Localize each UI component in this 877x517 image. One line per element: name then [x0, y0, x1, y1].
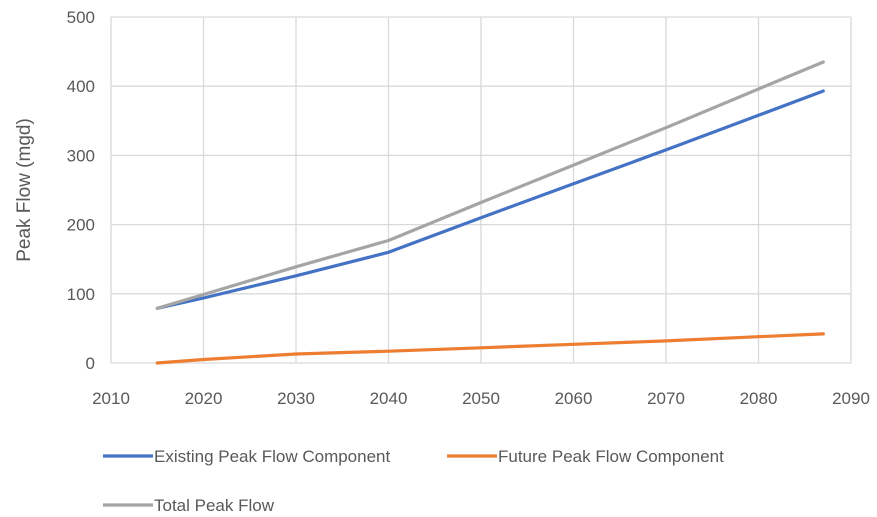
legend: Existing Peak Flow Component Future Peak … — [103, 447, 724, 515]
y-tick-label: 100 — [67, 285, 95, 304]
y-tick-label: 300 — [67, 146, 95, 165]
y-tick-label: 0 — [86, 354, 95, 373]
series-line-1 — [155, 89, 825, 310]
legend-label: Future Peak Flow Component — [498, 447, 724, 466]
series-line-3 — [155, 60, 825, 310]
x-tick-label: 2060 — [555, 389, 593, 408]
y-tick-label: 500 — [67, 8, 95, 27]
legend-label: Existing Peak Flow Component — [154, 447, 391, 466]
x-tick-label: 2050 — [462, 389, 500, 408]
x-axis-ticks: 2010 2020 2030 2040 2050 2060 2070 2080 2090 — [92, 389, 870, 408]
x-tick-label: 2020 — [185, 389, 223, 408]
x-tick-label: 2070 — [647, 389, 685, 408]
y-axis-title: Peak Flow (mgd) — [14, 118, 35, 262]
y-axis-ticks: 0 100 200 300 400 500 — [67, 8, 95, 373]
x-tick-label: 2040 — [370, 389, 408, 408]
x-tick-label: 2090 — [832, 389, 870, 408]
gridlines — [110, 16, 852, 364]
series-line-2 — [155, 332, 825, 365]
y-tick-label: 400 — [67, 77, 95, 96]
legend-label: Total Peak Flow — [154, 496, 275, 515]
series-lines — [155, 60, 825, 365]
x-tick-label: 2030 — [277, 389, 315, 408]
x-tick-label: 2080 — [740, 389, 778, 408]
y-tick-label: 200 — [67, 216, 95, 235]
x-tick-label: 2010 — [92, 389, 130, 408]
